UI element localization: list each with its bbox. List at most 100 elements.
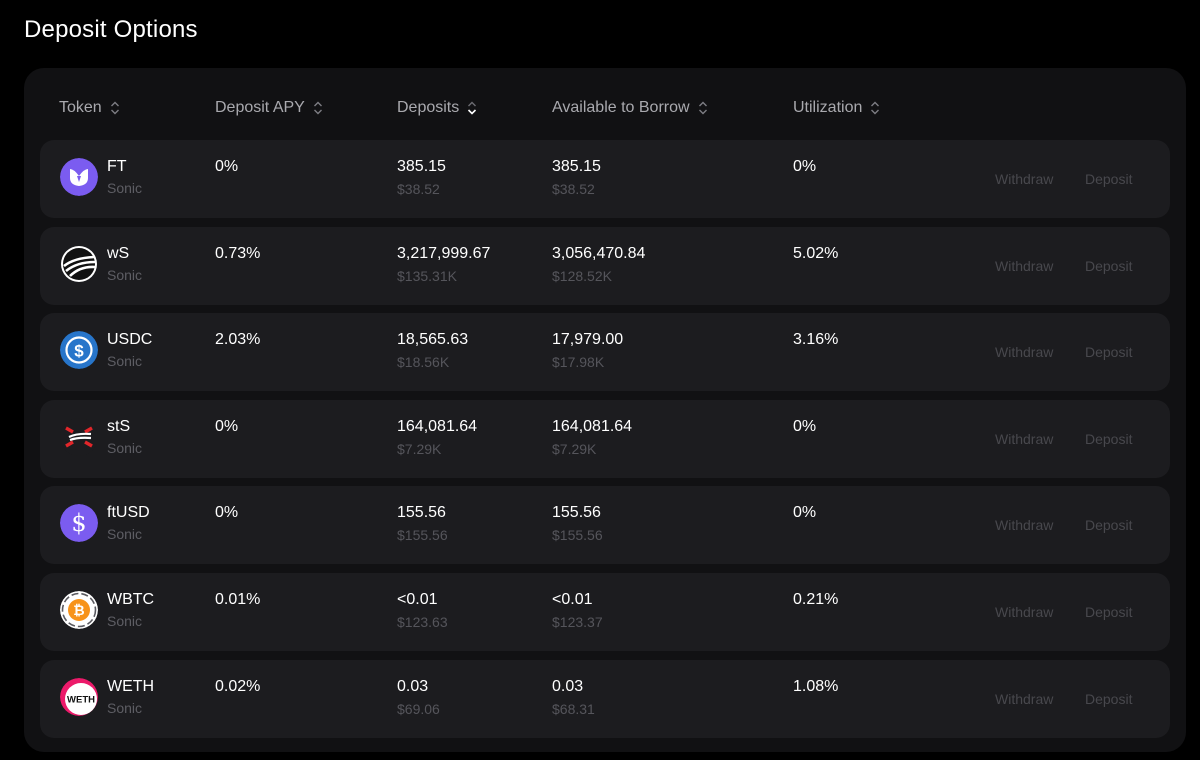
utilization-cell: 1.08%: [793, 678, 838, 696]
deposit-button[interactable]: Deposit: [1085, 517, 1133, 534]
available-amount: 385.15: [552, 158, 601, 175]
withdraw-button[interactable]: Withdraw: [995, 603, 1054, 620]
deposit-apy-cell: 0%: [215, 418, 238, 436]
column-header-available[interactable]: Available to Borrow: [552, 96, 708, 120]
deposit-button[interactable]: Deposit: [1085, 257, 1133, 274]
token-network: Sonic: [107, 612, 143, 629]
deposits-usd: $155.56: [397, 527, 448, 544]
available-cell: 155.56 $155.56: [552, 504, 603, 543]
ws-icon: [60, 245, 98, 283]
utilization-value: 5.02%: [793, 244, 839, 262]
deposit-apy-cell: 0.02%: [215, 678, 260, 696]
deposit-apy-value: 0.01%: [215, 590, 261, 608]
deposits-amount: 3,217,999.67: [397, 244, 491, 262]
deposit-apy-value: 2.03%: [215, 331, 261, 349]
svg-text:$: $: [71, 509, 86, 537]
sort-descending-icon: [467, 99, 477, 117]
available-amount: <0.01: [552, 590, 593, 608]
available-cell: 3,056,470.84 $128.52K: [552, 245, 645, 284]
token-network: Sonic: [107, 699, 143, 716]
deposits-usd: $135.31K: [397, 267, 457, 284]
column-header-label: Token: [59, 99, 102, 116]
token-network: Sonic: [107, 266, 143, 283]
available-usd: $128.52K: [552, 267, 612, 284]
utilization-value: 1.08%: [793, 677, 839, 695]
available-cell: 17,979.00 $17.98K: [552, 331, 623, 370]
deposit-button[interactable]: Deposit: [1085, 344, 1133, 361]
deposits-cell: 155.56 $155.56: [397, 504, 448, 543]
wbtc-icon: ₿: [60, 590, 98, 629]
withdraw-button[interactable]: Withdraw: [995, 257, 1054, 274]
deposits-amount: 155.56: [397, 504, 446, 522]
deposits-amount: 0.03: [397, 677, 429, 695]
deposits-cell: 18,565.63 $18.56K: [397, 331, 468, 370]
deposits-usd: $123.63: [397, 613, 448, 630]
token-symbol: ftUSD: [107, 504, 150, 522]
utilization-value: 0%: [793, 417, 817, 435]
withdraw-button[interactable]: Withdraw: [995, 171, 1054, 187]
column-header-deposits[interactable]: Deposits: [397, 96, 477, 120]
table-row-weth: WETH WETH Sonic 0.02% 0.03 $69.06 0.03 $…: [40, 659, 1170, 738]
deposits-cell: 3,217,999.67 $135.31K: [397, 245, 490, 284]
deposit-apy-cell: 0%: [215, 158, 238, 176]
svg-text:WETH: WETH: [67, 694, 95, 705]
withdraw-button[interactable]: Withdraw: [995, 517, 1054, 534]
sort-icon: [110, 99, 120, 117]
page-title: Deposit Options: [24, 16, 198, 43]
deposits-cell: 164,081.64 $7.29K: [397, 418, 477, 457]
deposits-usd: $18.56K: [397, 354, 450, 371]
ft-icon: [60, 158, 98, 196]
utilization-value: 0.21%: [793, 590, 839, 608]
column-header-deposit-apy[interactable]: Deposit APY: [215, 96, 323, 120]
available-amount: 155.56: [552, 504, 601, 522]
column-header-token[interactable]: Token: [59, 96, 120, 120]
table-row-usdc: $ USDC Sonic 2.03% 18,565.63 $18.56K 17,…: [40, 313, 1170, 392]
sort-icon: [870, 99, 880, 117]
token-network: Sonic: [107, 353, 143, 370]
table-row-ws: wS Sonic 0.73% 3,217,999.67 $135.31K 3,0…: [40, 226, 1170, 305]
deposit-options-table: Token Deposit APY Deposits Available to …: [24, 68, 1186, 752]
token-symbol: USDC: [107, 331, 153, 349]
deposits-cell: <0.01 $123.63: [397, 591, 448, 630]
deposit-apy-value: 0%: [215, 417, 239, 435]
deposit-button[interactable]: Deposit: [1085, 430, 1133, 447]
available-usd: $68.31: [552, 700, 595, 717]
deposits-cell: 0.03 $69.06: [397, 678, 440, 717]
svg-text:₿: ₿: [73, 602, 84, 618]
utilization-cell: 3.16%: [793, 331, 838, 349]
column-header-utilization[interactable]: Utilization: [793, 96, 880, 120]
column-header-label: Deposits: [397, 99, 460, 116]
deposits-amount: <0.01: [397, 590, 438, 608]
deposit-apy-value: 0.73%: [215, 244, 261, 262]
utilization-value: 3.16%: [793, 331, 839, 349]
deposits-amount: 164,081.64: [397, 417, 478, 435]
deposit-apy-cell: 0%: [215, 504, 238, 522]
sts-icon: [60, 417, 98, 456]
usdc-icon: $: [60, 331, 98, 370]
column-header-label: Deposit APY: [215, 99, 305, 116]
withdraw-button[interactable]: Withdraw: [995, 690, 1054, 707]
token-symbol: WETH: [107, 677, 155, 695]
withdraw-button[interactable]: Withdraw: [995, 430, 1054, 447]
sort-icon: [698, 99, 708, 117]
deposits-amount: 385.15: [397, 158, 446, 175]
utilization-cell: 0%: [793, 158, 816, 176]
deposit-apy-value: 0%: [215, 158, 239, 175]
deposit-button[interactable]: Deposit: [1085, 690, 1133, 707]
available-usd: $17.98K: [552, 354, 605, 371]
svg-text:$: $: [74, 342, 84, 361]
token-network: Sonic: [107, 439, 143, 456]
sort-icon: [313, 99, 323, 117]
utilization-cell: 0.21%: [793, 591, 838, 609]
withdraw-button[interactable]: Withdraw: [995, 344, 1054, 361]
available-usd: $155.56: [552, 527, 603, 544]
table-row-ftusd: $ ftUSD Sonic 0% 155.56 $155.56 155.56 $…: [40, 486, 1170, 565]
token-network: Sonic: [107, 526, 143, 543]
deposit-button[interactable]: Deposit: [1085, 171, 1133, 187]
token-network: Sonic: [107, 180, 143, 196]
available-cell: <0.01 $123.37: [552, 591, 603, 630]
deposit-button[interactable]: Deposit: [1085, 603, 1133, 620]
deposits-usd: $38.52: [397, 181, 440, 197]
table-row-sts: stS Sonic 0% 164,081.64 $7.29K 164,081.6…: [40, 399, 1170, 478]
table-row-ft: FT Sonic 0% 385.15 $38.52 385.15 $38.52 …: [40, 140, 1170, 218]
